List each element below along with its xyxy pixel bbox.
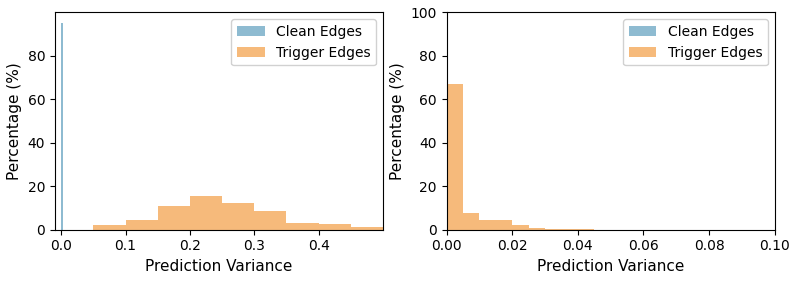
Bar [158,206,190,230]
X-axis label: Prediction Variance: Prediction Variance [537,259,685,274]
Bar [479,220,496,230]
Bar [383,229,415,230]
Bar [545,229,561,230]
Y-axis label: Percentage (%): Percentage (%) [390,62,405,180]
Bar [126,220,158,230]
Bar [528,228,545,230]
Legend: Clean Edges, Trigger Edges: Clean Edges, Trigger Edges [231,19,376,65]
Bar [190,196,222,230]
Bar [351,226,383,230]
X-axis label: Prediction Variance: Prediction Variance [145,259,292,274]
Bar [496,220,512,230]
Bar [578,229,595,230]
Bar [93,225,126,230]
Legend: Clean Edges, Trigger Edges: Clean Edges, Trigger Edges [623,19,768,65]
Y-axis label: Percentage (%): Percentage (%) [7,62,22,180]
Bar [61,23,63,230]
Bar [319,224,351,230]
Bar [561,229,578,230]
Bar [254,211,286,230]
Bar [446,84,463,230]
Bar [222,203,254,230]
Bar [463,214,479,230]
Bar [512,225,528,230]
Bar [286,223,319,230]
